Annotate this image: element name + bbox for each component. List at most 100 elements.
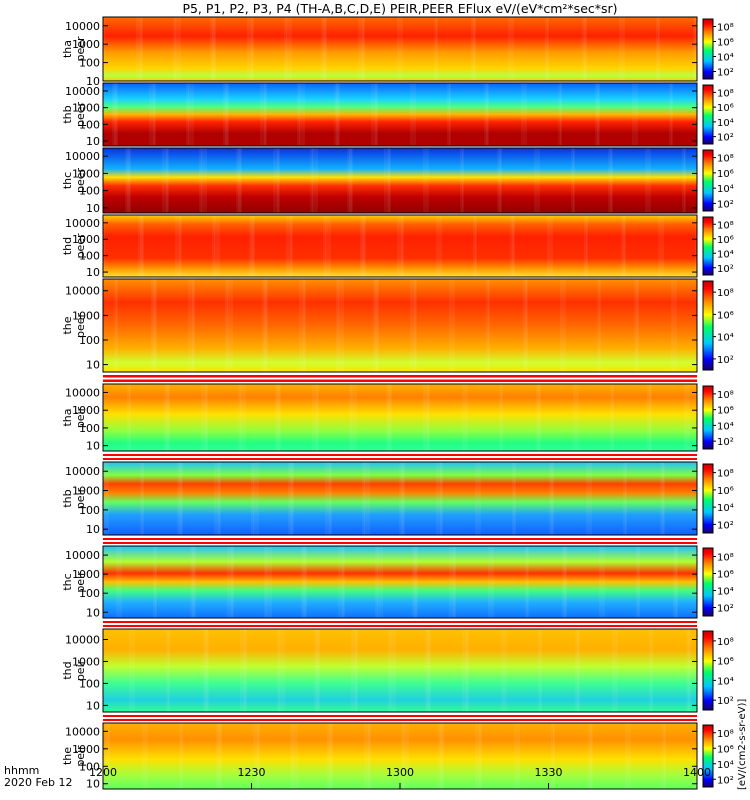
texture-stripe xyxy=(227,83,229,146)
texture-stripe xyxy=(166,148,169,213)
texture-stripe xyxy=(288,462,292,535)
colorbar xyxy=(702,84,714,145)
texture-stripe xyxy=(512,462,515,535)
texture-stripe xyxy=(266,546,268,618)
texture-stripe xyxy=(316,629,319,712)
texture-stripe xyxy=(562,279,566,372)
colorbar-tick-label: 10⁶ xyxy=(717,103,734,114)
texture-stripe xyxy=(375,83,378,146)
texture-stripe xyxy=(179,462,182,535)
texture-stripe xyxy=(292,723,294,789)
time-format-label: hhmm xyxy=(4,764,40,777)
texture-stripe xyxy=(440,462,443,535)
texture-stripe xyxy=(312,148,314,213)
texture-stripe xyxy=(192,546,195,618)
texture-stripe xyxy=(347,148,351,213)
texture-stripe xyxy=(240,629,242,712)
texture-stripe xyxy=(327,462,331,535)
texture-stripe xyxy=(390,384,392,451)
panel-the-peir: 10 100 1000 10000 the peir 10² 10⁴ 10⁶ 10⁸ xyxy=(61,722,734,791)
spectrogram-fill xyxy=(103,723,697,789)
colorbar xyxy=(702,280,714,371)
panel-probe-label: thd xyxy=(61,661,74,679)
colorbar xyxy=(702,149,714,212)
texture-stripe xyxy=(144,723,148,789)
spectrogram-fill xyxy=(103,629,697,712)
panel-separator-line xyxy=(103,717,697,719)
colorbar-tick-label: 10⁸ xyxy=(717,553,734,564)
texture-stripe xyxy=(638,546,640,618)
texture-stripe xyxy=(360,17,364,81)
colorbar-tick-label: 10⁶ xyxy=(717,406,734,417)
texture-stripe xyxy=(342,546,345,618)
colorbar-tick-label: 10⁴ xyxy=(717,118,734,129)
colorbar-tick-label: 10⁴ xyxy=(717,676,734,687)
texture-stripe xyxy=(684,148,686,213)
texture-stripe xyxy=(264,546,267,618)
texture-stripe xyxy=(201,148,203,213)
panel-product-label: peer xyxy=(74,313,87,339)
texture-stripe xyxy=(521,83,523,146)
texture-stripe xyxy=(225,83,228,146)
panel-probe-label: the xyxy=(61,747,74,765)
texture-stripe xyxy=(255,462,259,535)
y-tick-label: 1000 xyxy=(72,233,100,246)
texture-stripe xyxy=(223,83,227,146)
texture-stripe xyxy=(549,215,553,277)
texture-stripe xyxy=(179,723,182,789)
colorbar-tick-label: 10² xyxy=(717,775,734,786)
texture-stripe xyxy=(627,723,631,789)
colorbar-tick-label: 10⁸ xyxy=(717,23,734,34)
texture-stripe xyxy=(634,83,638,146)
texture-stripe xyxy=(449,83,451,146)
texture-stripe xyxy=(129,629,131,712)
texture-stripe xyxy=(673,279,677,372)
texture-stripe xyxy=(375,279,378,372)
colorbar-tick-label: 10² xyxy=(717,520,734,531)
texture-stripe xyxy=(375,546,378,618)
texture-stripe xyxy=(588,462,592,535)
colorbar xyxy=(702,724,714,788)
texture-stripe xyxy=(438,215,442,277)
y-tick-label: 1000 xyxy=(72,309,100,322)
colorbar-tick-label: 10² xyxy=(717,696,734,707)
y-tick-label: 10000 xyxy=(65,386,100,399)
texture-stripe xyxy=(299,279,301,372)
panel-frame xyxy=(102,214,698,278)
texture-stripe xyxy=(388,384,391,451)
colorbar-tick-label: 10⁶ xyxy=(717,235,734,246)
texture-stripe xyxy=(140,17,143,81)
texture-stripe xyxy=(686,384,690,451)
texture-stripe xyxy=(292,462,294,535)
texture-stripe xyxy=(599,279,601,372)
texture-stripe xyxy=(451,546,455,618)
texture-stripe xyxy=(314,148,318,213)
texture-stripe xyxy=(377,279,379,372)
texture-stripe xyxy=(286,17,288,81)
y-tick-label: 10000 xyxy=(65,285,100,298)
texture-stripe xyxy=(142,462,144,535)
texture-stripe xyxy=(425,384,429,451)
texture-stripe xyxy=(597,83,600,146)
texture-stripe xyxy=(475,215,477,277)
texture-stripe xyxy=(103,215,105,277)
texture-stripe xyxy=(177,462,181,535)
texture-stripe xyxy=(225,279,228,372)
texture-stripe xyxy=(336,279,339,372)
panel-frame xyxy=(102,16,698,82)
panel-probe-label: thb xyxy=(61,489,74,507)
texture-stripe xyxy=(423,148,425,213)
texture-stripe xyxy=(301,546,305,618)
texture-stripe xyxy=(175,17,177,81)
texture-stripe xyxy=(599,546,601,618)
texture-stripe xyxy=(164,384,168,451)
panel-product-label: peer xyxy=(74,168,87,194)
texture-stripe xyxy=(364,462,366,535)
texture-stripe xyxy=(425,629,429,712)
texture-stripe xyxy=(242,384,246,451)
texture-stripe xyxy=(334,83,338,146)
texture-stripe xyxy=(473,215,476,277)
texture-stripe xyxy=(538,629,541,712)
texture-stripe xyxy=(312,384,314,451)
texture-stripe xyxy=(410,83,412,146)
